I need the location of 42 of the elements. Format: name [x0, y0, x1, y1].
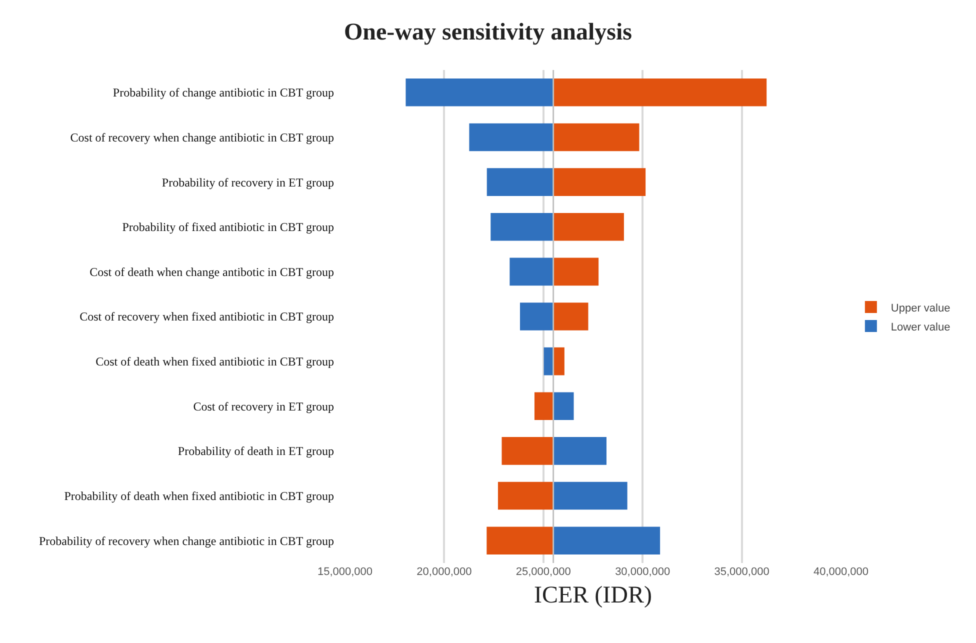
bar	[486, 168, 554, 196]
bar	[502, 437, 554, 465]
y-tick-label: Probability of recovery in ET group	[162, 175, 334, 190]
bar	[469, 123, 554, 152]
y-tick-label: Cost of death when fixed antibiotic in CBT group	[96, 354, 334, 369]
y-tick-label: Probability of death when fixed antibiotic in CBT group	[64, 488, 334, 503]
x-tick-label: 35,000,000	[714, 566, 770, 578]
bar	[490, 212, 554, 241]
y-tick-label: Probability of fixed antibiotic in CBT group	[122, 220, 334, 234]
y-tick-label: Cost of death when change antibotic in CBT group	[90, 264, 334, 279]
x-tick-label: 40,000,000	[813, 566, 869, 578]
x-tick-label: 25,000,000	[516, 566, 571, 578]
bar	[553, 212, 624, 241]
x-tick-label: 20,000,000	[416, 566, 472, 578]
bar	[553, 78, 767, 106]
bar	[510, 258, 554, 286]
x-axis-title: ICER (IDR)	[534, 582, 652, 608]
bar	[553, 437, 606, 465]
bar	[498, 482, 554, 510]
legend-label: Lower value	[890, 321, 950, 334]
bar	[406, 78, 554, 106]
y-tick-label: Probability of recovery when change antibiotic in CBT group	[38, 534, 334, 548]
y-tick-label: Probability of death in ET group	[178, 444, 334, 458]
y-tick-label: Cost of recovery in ET group	[193, 399, 334, 414]
legend-label: Upper value	[890, 302, 950, 314]
y-tick-label: Probability of change antibiotic in CBT group	[112, 86, 334, 100]
bar	[553, 258, 599, 286]
bar	[534, 392, 554, 420]
bar	[553, 526, 660, 554]
bar	[553, 168, 646, 196]
x-tick-label: 15,000,000	[317, 566, 373, 578]
bar	[553, 482, 628, 510]
bar	[553, 347, 564, 376]
bar	[486, 526, 554, 554]
bar	[520, 302, 554, 330]
x-tick-label: 30,000,000	[615, 566, 670, 578]
chart-title: One-way sensitivity analysis	[344, 19, 632, 46]
bar	[553, 392, 574, 420]
y-tick-label: Cost of recovery when fixed antibiotic in CBT group	[80, 310, 334, 324]
bar	[553, 302, 588, 330]
bar	[553, 123, 640, 152]
y-tick-label: Cost of recovery when change antibiotic in CBT group	[70, 130, 334, 144]
